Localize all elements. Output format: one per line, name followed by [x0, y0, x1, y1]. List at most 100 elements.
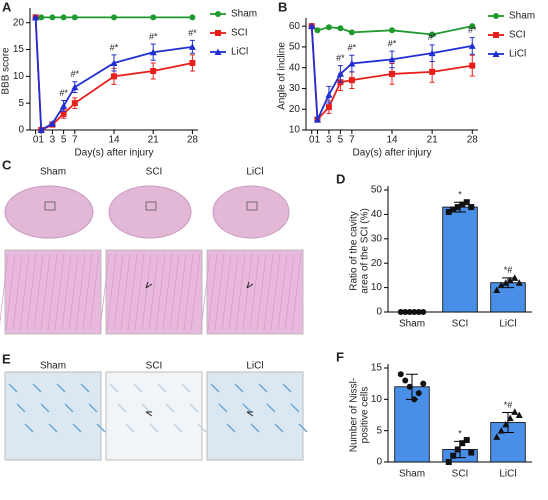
marker: [348, 77, 355, 84]
legend-label: LiCl: [509, 49, 526, 60]
y-tick-label: 5: [376, 425, 382, 436]
texture: [200, 253, 211, 331]
marker: [336, 70, 344, 77]
marker: [492, 50, 500, 57]
section-image: [108, 185, 192, 239]
texture: [256, 253, 267, 331]
marker: [506, 414, 514, 422]
y-axis-label: area of the SCI (%): [360, 208, 371, 294]
texture: [155, 253, 166, 331]
marker: [325, 24, 332, 31]
marker: [454, 204, 461, 211]
texture: [162, 253, 173, 331]
series-line: [34, 17, 193, 132]
marker: [493, 32, 499, 38]
y-tick-label: 5: [18, 98, 24, 109]
texture: [242, 403, 252, 413]
texture: [284, 253, 295, 331]
micrograph: [4, 249, 102, 335]
annotation: *: [458, 429, 462, 439]
marker: [48, 120, 56, 127]
marker: [150, 14, 157, 21]
marker: [111, 73, 117, 80]
texture: [8, 383, 18, 393]
legend-label: LiCl: [231, 47, 248, 58]
micrograph: [105, 249, 203, 335]
marker: [493, 13, 499, 19]
section-image: [4, 185, 94, 239]
y-tick-label: 60: [289, 21, 301, 32]
marker: [337, 25, 344, 32]
texture: [197, 423, 207, 433]
marker: [32, 13, 40, 21]
x-tick-label: LiCl: [499, 319, 516, 330]
marker: [402, 309, 409, 315]
x-tick-label: 14: [386, 135, 398, 146]
x-axis-label: Day(s) after injury: [75, 148, 154, 159]
marker: [463, 199, 470, 206]
marker: [348, 60, 356, 67]
texture: [290, 403, 300, 413]
arrow: [145, 411, 153, 417]
marker: [502, 279, 510, 286]
y-tick-label: 30: [371, 233, 383, 244]
texture: [277, 253, 288, 331]
texture: [54, 253, 65, 331]
series-line: [310, 26, 473, 120]
texture: [80, 383, 90, 393]
x-tick-label: Sham: [399, 319, 425, 330]
marker: [468, 449, 475, 456]
micrograph: [206, 371, 304, 461]
texture: [190, 253, 201, 331]
texture: [226, 423, 236, 433]
x-tick-label: 5: [338, 135, 344, 146]
y-axis-label: positive cells: [360, 387, 371, 444]
marker: [469, 62, 476, 69]
marker: [497, 281, 505, 289]
texture: [16, 403, 26, 413]
marker: [215, 11, 221, 17]
texture: [56, 383, 66, 393]
marker: [415, 309, 422, 315]
y-tick-label: 10: [13, 71, 25, 82]
y-tick-label: 15: [371, 363, 383, 374]
bar: [442, 206, 478, 313]
marker: [445, 459, 452, 465]
x-tick-label: 3: [326, 135, 332, 146]
marker: [493, 433, 501, 440]
inset-box: [246, 201, 258, 211]
texture: [148, 253, 159, 331]
texture: [157, 383, 167, 393]
texture: [207, 253, 218, 331]
x-tick-label: LiCl: [499, 469, 516, 480]
marker: [314, 27, 321, 34]
texture: [165, 403, 175, 413]
marker: [445, 208, 452, 215]
marker: [493, 286, 501, 294]
marker: [468, 204, 475, 211]
micrograph: [105, 371, 203, 461]
marker: [388, 55, 396, 63]
texture: [33, 253, 44, 331]
legend-label: Sham: [231, 9, 257, 20]
point-label: #*: [110, 42, 119, 52]
texture: [228, 253, 239, 331]
y-tick-label: 0: [376, 307, 382, 318]
image-label: SCI: [146, 167, 163, 178]
y-tick-label: 20: [13, 17, 25, 28]
marker: [502, 420, 510, 428]
x-tick-label: 21: [427, 135, 439, 146]
texture: [26, 253, 37, 331]
image-label: Sham: [40, 361, 66, 372]
legend-label: SCI: [231, 28, 248, 39]
image-label: LiCl: [246, 361, 263, 372]
point-label: #*: [468, 25, 477, 35]
texture: [47, 253, 58, 331]
y-tick-label: 50: [371, 185, 383, 196]
point-label: #*: [71, 69, 80, 79]
texture: [40, 253, 51, 331]
texture: [210, 383, 220, 393]
x-tick-label: Sham: [399, 469, 425, 480]
x-tick-label: 14: [108, 135, 120, 146]
texture: [249, 253, 260, 331]
